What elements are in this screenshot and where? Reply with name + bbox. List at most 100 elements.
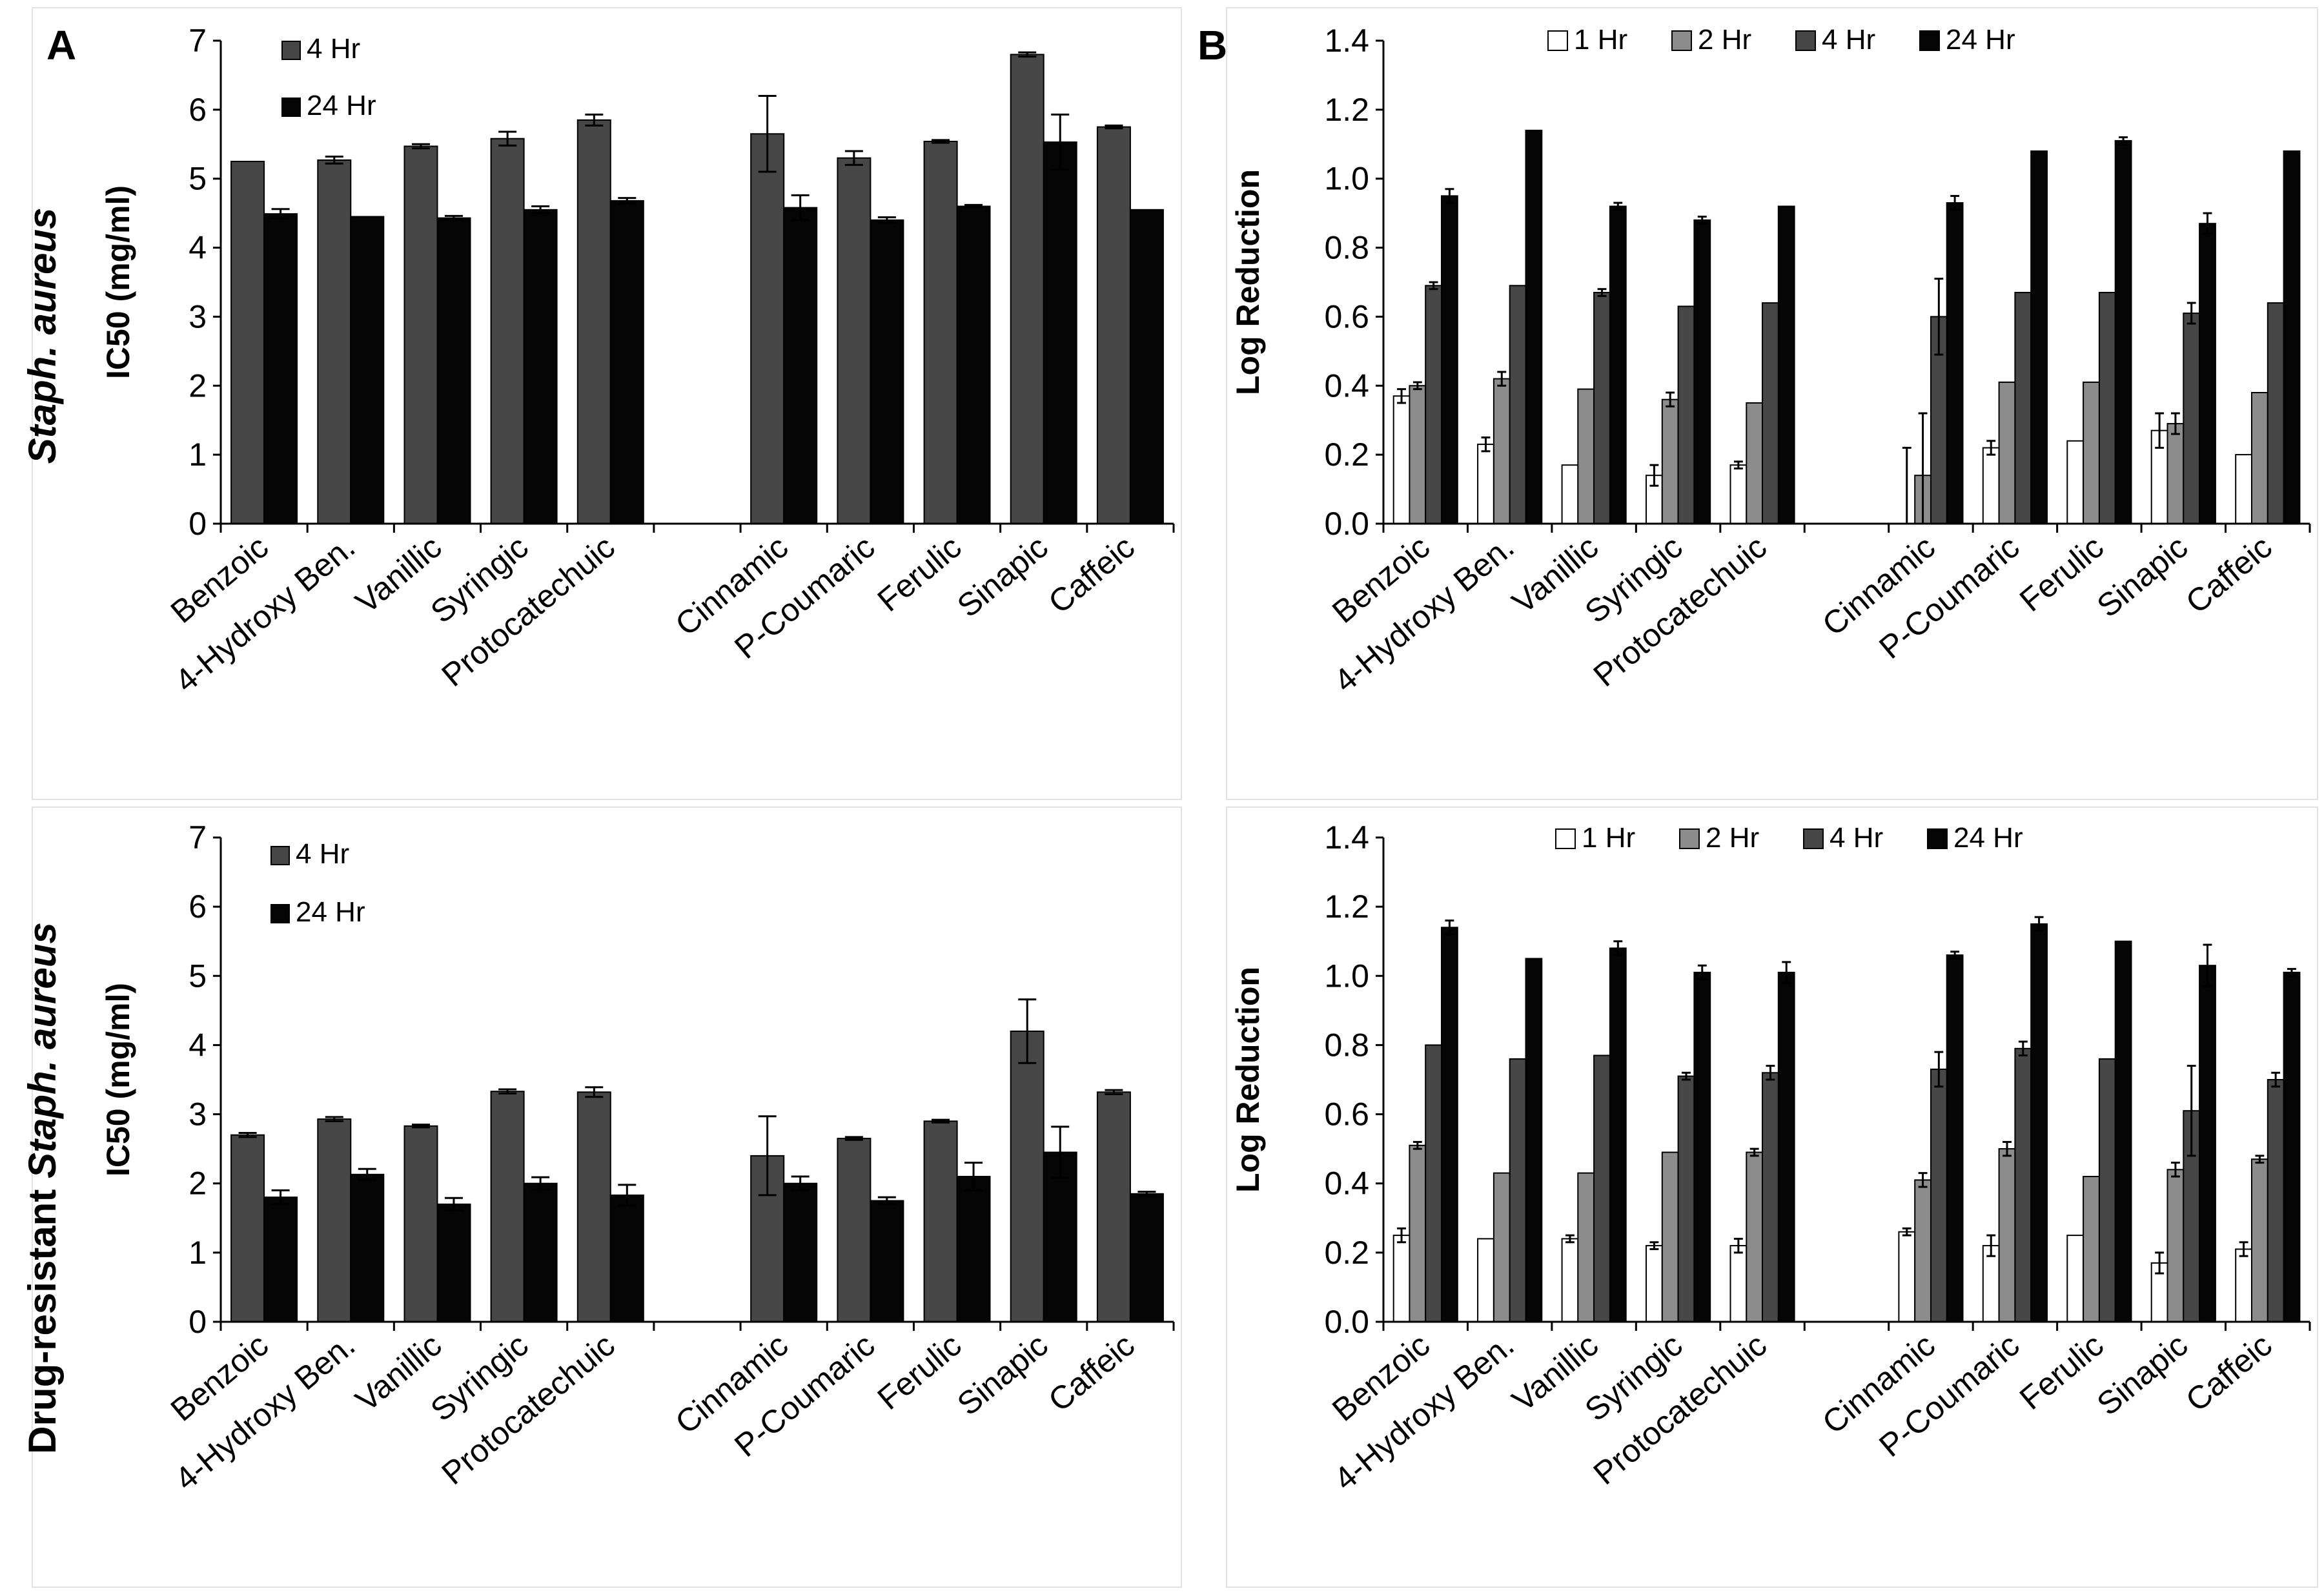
legend-swatch-4-hr <box>281 41 301 60</box>
bar-24-hr-cinnamic <box>783 207 818 524</box>
bar-2-hr-vanillic <box>1577 388 1595 524</box>
y-tick-label-0: 0 <box>189 1304 207 1340</box>
y-tick-label-5: 1.0 <box>1324 958 1369 994</box>
y-tick-label-0: 0.0 <box>1324 506 1369 542</box>
bar-2-hr-protocatechuic <box>1746 402 1764 524</box>
bar-24-hr-ferulic <box>2114 139 2132 524</box>
bar-1-hr-p-coumaric <box>1982 1245 2000 1322</box>
bar-24-hr-sinapic <box>1043 141 1077 525</box>
y-axis-title: IC50 (mg/ml) <box>100 185 136 379</box>
bar-2-hr-sinapic <box>2166 1169 2185 1323</box>
bar-24-hr-ferulic <box>956 205 991 524</box>
bar-4-hr-4-hydroxy-ben <box>1509 1058 1527 1323</box>
bar-24-hr-syringic <box>1693 219 1711 524</box>
bar-4-hr-sinapic <box>2183 313 2201 524</box>
y-tick-label-3: 0.6 <box>1324 298 1369 334</box>
bar-24-hr-vanillic <box>436 217 471 524</box>
bar-1-hr-p-coumaric <box>1982 447 2000 524</box>
bar-4-hr-benzoic <box>230 161 265 524</box>
x-category-label-sinapic: Sinapic <box>2090 1327 2195 1423</box>
legend-swatch-2-hr <box>1671 30 1692 51</box>
bar-1-hr-4-hydroxy-ben <box>1477 1238 1494 1323</box>
x-category-label-sinapic: Sinapic <box>950 529 1055 624</box>
bar-24-hr-vanillic <box>1609 205 1627 524</box>
bar-24-hr-4-hydroxy-ben <box>350 1173 385 1323</box>
bar-4-hr-protocatechuic <box>1762 1072 1779 1323</box>
legend-label-4-hr: 4 Hr <box>307 33 360 65</box>
bar-4-hr-benzoic <box>1425 285 1442 524</box>
bar-2-hr-4-hydroxy-ben <box>1493 1172 1511 1322</box>
bar-2-hr-caffeic <box>2251 392 2268 524</box>
bar-4-hr-p-coumaric <box>837 157 872 524</box>
bar-4-hr-ferulic <box>923 1120 958 1323</box>
bar-24-hr-benzoic <box>263 213 298 524</box>
bar-4-hr-benzoic <box>1425 1044 1442 1323</box>
y-tick-label-7: 1.4 <box>1324 23 1369 59</box>
bar-1-hr-protocatechuic <box>1729 1245 1748 1322</box>
legend-swatch-4-hr <box>1795 30 1816 51</box>
bar-24-hr-cinnamic <box>1946 954 1964 1322</box>
panel-frame-b-bottom <box>1226 807 2318 1588</box>
legend-swatch-24-hr <box>270 904 290 923</box>
bar-24-hr-protocatechuic <box>1777 205 1795 524</box>
bar-2-hr-caffeic <box>2251 1158 2268 1322</box>
y-tick-label-5: 5 <box>189 958 207 994</box>
bar-24-hr-sinapic <box>2199 223 2216 524</box>
bar-4-hr-ferulic <box>923 141 958 524</box>
row-label-bottom-organism: Staph. aureus <box>21 922 64 1178</box>
bar-4-hr-p-coumaric <box>837 1138 872 1322</box>
bar-24-hr-4-hydroxy-ben <box>1525 129 1543 524</box>
y-tick-label-2: 0.4 <box>1324 367 1369 404</box>
x-category-label-caffeic: Caffeic <box>1041 529 1141 621</box>
bar-24-hr-caffeic <box>2283 150 2301 524</box>
x-category-label-sinapic: Sinapic <box>950 1327 1055 1423</box>
bar-4-hr-sinapic <box>1010 1031 1045 1322</box>
chart-b-top: 0.00.20.40.60.81.01.21.4Benzoic4-Hydroxy… <box>1230 23 2311 699</box>
bar-24-hr-caffeic <box>2283 971 2301 1322</box>
y-tick-label-7: 1.4 <box>1324 819 1369 856</box>
bar-24-hr-benzoic <box>1441 195 1458 524</box>
bar-1-hr-caffeic <box>2235 1248 2252 1322</box>
row-label-top: Staph. aureus <box>21 208 64 464</box>
bar-24-hr-syringic <box>523 209 558 524</box>
bar-4-hr-syringic <box>490 1091 525 1322</box>
bar-2-hr-4-hydroxy-ben <box>1493 378 1511 524</box>
bar-2-hr-cinnamic <box>1914 1179 1932 1323</box>
y-tick-label-5: 5 <box>189 161 207 197</box>
bar-24-hr-vanillic <box>1609 947 1627 1322</box>
bar-24-hr-sinapic <box>2199 965 2216 1322</box>
bar-4-hr-protocatechuic <box>1762 302 1779 524</box>
y-tick-label-1: 0.2 <box>1324 437 1369 473</box>
bar-4-hr-ferulic <box>2098 1058 2116 1323</box>
bar-4-hr-caffeic <box>2267 302 2285 524</box>
bar-24-hr-cinnamic <box>1946 202 1964 524</box>
x-category-label-sinapic: Sinapic <box>2090 529 2195 624</box>
y-tick-label-3: 0.6 <box>1324 1096 1369 1133</box>
panel-letter-b: B <box>1198 22 1227 68</box>
legend-swatch-24-hr <box>281 98 301 117</box>
bar-24-hr-caffeic <box>1129 1193 1164 1323</box>
bar-1-hr-4-hydroxy-ben <box>1477 444 1494 524</box>
bar-2-hr-ferulic <box>2083 381 2100 525</box>
legend-label-4-hr: 4 Hr <box>296 838 349 870</box>
y-tick-label-7: 7 <box>189 819 207 856</box>
bar-24-hr-sinapic <box>1043 1151 1077 1322</box>
legend-label-24-hr: 24 Hr <box>307 90 376 121</box>
bar-4-hr-vanillic <box>1593 1054 1611 1322</box>
y-tick-label-4: 4 <box>189 230 207 266</box>
bar-1-hr-vanillic <box>1561 464 1579 525</box>
y-tick-label-2: 0.4 <box>1324 1166 1369 1202</box>
bar-24-hr-protocatechuic <box>609 200 644 524</box>
bar-4-hr-sinapic <box>1010 54 1045 524</box>
bar-2-hr-protocatechuic <box>1746 1151 1764 1322</box>
legend-label-24-hr: 24 Hr <box>296 896 365 928</box>
bar-24-hr-vanillic <box>436 1203 471 1323</box>
bar-2-hr-syringic <box>1661 398 1679 525</box>
legend-swatch-1-hr <box>1555 828 1576 849</box>
x-category-label-caffeic: Caffeic <box>2179 529 2279 621</box>
bar-4-hr-4-hydroxy-ben <box>317 159 352 524</box>
bar-1-hr-protocatechuic <box>1729 464 1748 525</box>
bar-4-hr-4-hydroxy-ben <box>317 1118 352 1322</box>
y-tick-label-3: 3 <box>189 298 207 334</box>
